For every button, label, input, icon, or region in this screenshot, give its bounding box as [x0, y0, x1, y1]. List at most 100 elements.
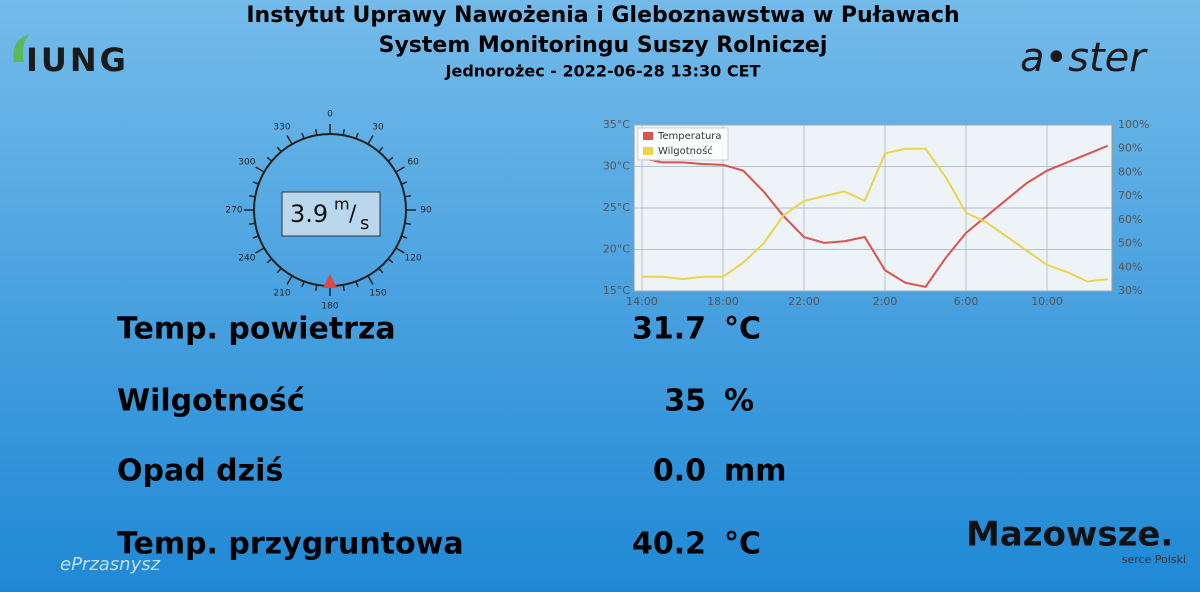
- compass-tick: [286, 135, 293, 145]
- logo-iung: IUNG: [26, 41, 129, 79]
- y2-tick-label: 30%: [1118, 284, 1142, 297]
- y2-tick-label: 70%: [1118, 189, 1142, 202]
- legend-label: Wilgotność: [658, 145, 713, 157]
- compass-tick: [252, 235, 259, 239]
- compass-tick: [401, 235, 408, 239]
- title: Instytut Uprawy Nawożenia i Gleboznawstw…: [246, 3, 959, 28]
- y2-tick-label: 60%: [1118, 213, 1142, 226]
- compass-tick: [367, 135, 374, 145]
- compass-tick: [252, 181, 259, 185]
- reading-label: Temp. powietrza: [117, 312, 396, 347]
- y2-tick-label: 90%: [1118, 142, 1142, 155]
- compass-tick: [401, 181, 408, 185]
- compass-tick: [276, 267, 282, 274]
- reading-value: 31.7: [632, 312, 706, 347]
- y-tick-label: 25°C: [603, 201, 630, 214]
- compass-label: 150: [369, 289, 386, 299]
- x-tick-label: 10:00: [1031, 295, 1063, 308]
- readings: Temp. powietrza 31.7 °C Wilgotność 35 % Opad d…: [117, 312, 787, 562]
- compass-tick: [266, 258, 273, 264]
- compass-tick: [276, 146, 282, 153]
- speed-box: [281, 191, 381, 237]
- compass-tick: [315, 284, 318, 291]
- compass-tick: [342, 129, 345, 136]
- compass-tick: [404, 222, 411, 225]
- reading-unit: °C: [724, 312, 761, 347]
- reading-value: 40.2: [632, 527, 706, 562]
- x-tick-label: 14:00: [626, 295, 658, 308]
- compass-tick: [404, 195, 411, 198]
- compass-tick: [301, 132, 305, 139]
- compass-tick: [395, 247, 405, 254]
- station: Jednorożec - 2022-06-28 13:30 CET: [445, 62, 761, 81]
- compass-label: 0: [327, 110, 333, 120]
- compass-tick: [249, 195, 256, 198]
- legend-swatch: [643, 147, 653, 155]
- logo-aster: a•ster: [1020, 35, 1148, 81]
- reading-unit: mm: [724, 454, 787, 489]
- x-tick-label: 2:00: [873, 295, 898, 308]
- compass-label: 60: [407, 158, 419, 168]
- compass-tick: [367, 275, 374, 285]
- compass-tick: [315, 129, 318, 136]
- reading-unit: %: [724, 384, 754, 419]
- logo-eprzasnysz: ePrzasnysz: [60, 554, 161, 575]
- compass-tick: [301, 281, 305, 288]
- compass-label: 90: [420, 206, 432, 216]
- compass-tick: [255, 247, 265, 254]
- compass-label: 120: [405, 254, 422, 264]
- compass-label: 180: [321, 302, 338, 312]
- y-tick-label: 30°C: [603, 160, 630, 173]
- y2-tick-label: 80%: [1118, 165, 1142, 178]
- compass-tick: [266, 156, 273, 162]
- compass-label: 210: [273, 289, 290, 299]
- compass-tick: [378, 267, 384, 274]
- compass-tick: [387, 156, 394, 162]
- y-tick-label: 15°C: [603, 284, 630, 297]
- wind-unit-bottom: s: [360, 213, 369, 234]
- compass-label: 330: [273, 122, 290, 132]
- reading-label: Wilgotność: [117, 384, 305, 419]
- reading-value: 0.0: [653, 454, 706, 489]
- wind-speed: 3.9: [290, 200, 328, 228]
- subtitle: System Monitoringu Suszy Rolniczej: [379, 33, 828, 58]
- y2-tick-label: 50%: [1118, 237, 1142, 250]
- x-tick-label: 22:00: [788, 295, 820, 308]
- y2-tick-label: 100%: [1118, 118, 1149, 131]
- y-tick-label: 20°C: [603, 243, 630, 256]
- compass-tick: [355, 132, 359, 139]
- wind-unit-top: m: [334, 195, 350, 214]
- line-series: [642, 147, 1108, 283]
- x-tick-label: 18:00: [707, 295, 739, 308]
- compass-label: 300: [238, 158, 255, 168]
- compass-label: 240: [238, 254, 255, 264]
- compass-tick: [355, 281, 359, 288]
- compass-tick: [249, 222, 256, 225]
- logo-mazowsze-sub: serce Polski: [1122, 553, 1186, 566]
- y2-tick-label: 40%: [1118, 260, 1142, 273]
- compass-tick: [342, 284, 345, 291]
- compass-label: 30: [372, 122, 384, 132]
- compass-label: 270: [225, 206, 242, 216]
- reading-value: 35: [664, 384, 706, 419]
- compass-tick: [395, 166, 405, 173]
- compass: 0 30 60 90 120 150 180 210 240 270 300 330: [225, 110, 432, 312]
- line-series: [641, 144, 1109, 288]
- wind-unit-slash: /: [349, 202, 357, 227]
- compass-tick: [255, 166, 265, 173]
- compass-tick: [378, 146, 384, 153]
- logo-mazowsze: Mazowsze.: [966, 515, 1173, 555]
- x-tick-label: 6:00: [954, 295, 979, 308]
- reading-label: Temp. przygruntowa: [117, 527, 464, 562]
- chart: 15°C 20°C 25°C 30°C 35°C 30% 40% 50% 60% 70% 80% 90…: [603, 118, 1150, 308]
- y-tick-label: 35°C: [603, 118, 630, 131]
- reading-unit: °C: [724, 527, 761, 562]
- compass-tick: [286, 275, 293, 285]
- legend-swatch: [643, 132, 653, 140]
- logo-leaf: [13, 34, 31, 62]
- wind-direction: [323, 274, 337, 288]
- compass-tick: [387, 258, 394, 264]
- reading-label: Opad dziś: [117, 454, 283, 489]
